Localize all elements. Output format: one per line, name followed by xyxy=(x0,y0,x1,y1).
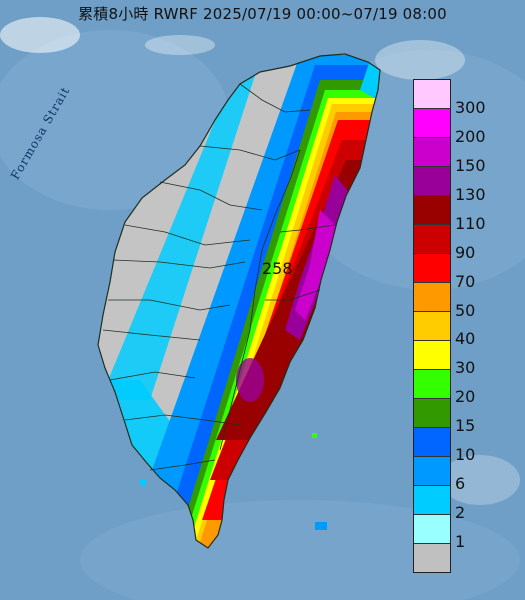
legend-label: 130 xyxy=(455,184,486,204)
outlying-islets xyxy=(140,433,327,530)
legend-label: 40 xyxy=(455,329,476,349)
legend-label: 200 xyxy=(455,126,486,146)
legend-label: 50 xyxy=(455,300,476,320)
legend-label: 1 xyxy=(455,532,466,552)
legend-swatch xyxy=(414,399,450,428)
legend-label: 300 xyxy=(455,97,486,117)
county-boundaries xyxy=(97,53,381,549)
legend-swatch xyxy=(414,283,450,312)
legend-swatch xyxy=(414,109,450,138)
legend-swatch xyxy=(414,312,450,341)
legend-label: 2 xyxy=(455,503,466,523)
rainfall-legend-labels: 300 200 150 130 110 90 70 50 40 30 20 15 10 6 2 1 xyxy=(455,79,515,571)
legend-label: 20 xyxy=(455,387,476,407)
legend-label: 90 xyxy=(455,242,476,262)
legend-swatch xyxy=(414,167,450,196)
legend-label: 15 xyxy=(455,416,476,436)
legend-swatch xyxy=(414,515,450,544)
legend-swatch xyxy=(414,428,450,457)
legend-swatch xyxy=(414,80,450,109)
legend-label: 70 xyxy=(455,271,476,291)
legend-swatch xyxy=(414,254,450,283)
legend-label: 30 xyxy=(455,358,476,378)
legend-swatch xyxy=(414,370,450,399)
legend-swatch xyxy=(414,486,450,515)
legend-label: 110 xyxy=(455,213,486,233)
legend-swatch xyxy=(414,544,450,572)
legend-label: 6 xyxy=(455,474,466,494)
legend-swatch xyxy=(414,341,450,370)
legend-swatch xyxy=(414,457,450,486)
map-title: 累積8小時 RWRF 2025/07/19 00:00~07/19 08:00 xyxy=(78,5,447,23)
legend-swatch xyxy=(414,196,450,225)
legend-label: 10 xyxy=(455,445,476,465)
rainfall-legend-colorbar xyxy=(413,79,451,573)
legend-swatch xyxy=(414,138,450,167)
peak-rainfall-value: 258 xyxy=(262,259,293,278)
legend-label: 150 xyxy=(455,155,486,175)
legend-swatch xyxy=(414,225,450,254)
